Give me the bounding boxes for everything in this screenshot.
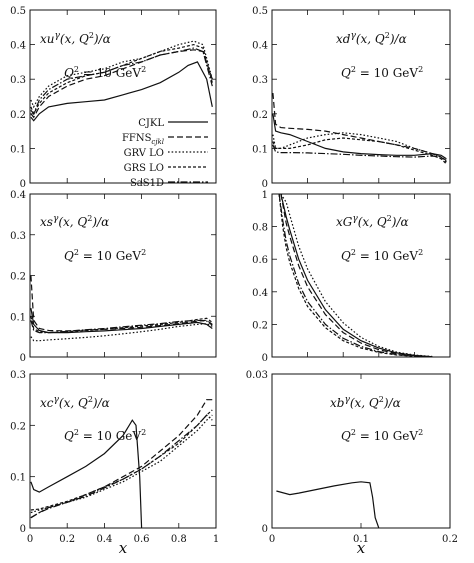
- x-tick-label: 0: [27, 534, 33, 545]
- series-line-cjkl: [30, 61, 213, 122]
- series-line-cjkl: [272, 113, 447, 160]
- y-tick-label: 0.2: [252, 320, 268, 331]
- y-tick-label: 0.2: [10, 110, 26, 121]
- series-line-grs-lo: [30, 316, 213, 334]
- legend-label: CJKL: [138, 118, 164, 129]
- y-tick-label: 0.3: [252, 75, 268, 86]
- legend-label: GRV LO: [124, 148, 164, 159]
- panel-4: 0 0.2 0.4 0.6 0.8 1 xGγ(x, Q2)/α Q2 = 10 GeV2: [252, 190, 451, 364]
- y-tick-label: 0.4: [10, 41, 26, 52]
- y-tick-label: 0.6: [252, 255, 268, 266]
- series-line-grv-lo: [30, 414, 213, 514]
- panel-label: xcγ(x, Q2)/α: [40, 395, 110, 410]
- series-line-cjkl: [30, 307, 213, 334]
- series-line-grs-lo: [30, 409, 213, 511]
- panel-1: 0 0.1 0.2 0.3 0.4 0.5 xuγ(x, Q2)/α Q2 = 10 GeV2: [10, 6, 217, 190]
- y-tick-label: 0: [262, 353, 268, 364]
- y-tick-label: 0.3: [10, 75, 26, 86]
- panel-label: xbγ(x, Q2)/α: [330, 395, 401, 410]
- legend-label: SaS1D: [130, 178, 164, 189]
- y-tick-label: 0.2: [10, 272, 26, 283]
- y-tick-label: 0.4: [252, 41, 268, 52]
- x-axis-label-left: x: [119, 539, 128, 557]
- panel-5: 0 0.2 0.4 0.6 0.8 1 0 0.1 0.2 0.3 xcγ(x, Q2)/α Q2 =…: [10, 370, 219, 545]
- panel-label: xuγ(x, Q2)/α: [40, 31, 111, 46]
- x-axis-label-right: x: [357, 539, 366, 557]
- series-line-cjkl: [30, 419, 143, 528]
- series-line-sas1d: [30, 47, 213, 115]
- legend-label: GRS LO: [124, 163, 164, 174]
- y-tick-label: 0.2: [252, 110, 268, 121]
- x-tick-label: 0.8: [171, 534, 187, 545]
- series-line-cjkl: [280, 194, 433, 357]
- y-tick-label: 0: [20, 524, 26, 535]
- y-tick-label: 0.2: [10, 421, 26, 432]
- panel-label: xsγ(x, Q2)/α: [40, 214, 109, 229]
- series-line-grv-lo: [280, 194, 433, 357]
- series-line-ffns: [30, 49, 213, 119]
- x-tick-label: 0.1: [353, 534, 369, 545]
- series-line-ffns: [30, 275, 213, 332]
- x-tick-label: 0.2: [59, 534, 75, 545]
- plot-frame: [29, 9, 217, 184]
- x-tick-label: 0.6: [134, 534, 150, 545]
- y-tick-label: 0.5: [252, 6, 268, 17]
- panel-3: 0 0.1 0.2 0.3 0.4 xsγ(x, Q2)/α Q2 = 10 GeV2: [10, 190, 217, 364]
- series-line-ffns: [280, 194, 433, 357]
- y-tick-label: 1: [262, 190, 268, 201]
- y-tick-label: 0.1: [252, 144, 268, 155]
- y-tick-label: 0.5: [10, 6, 26, 17]
- series-line-sas1d: [278, 194, 433, 357]
- y-tick-label: 0: [262, 524, 268, 535]
- y-tick-label: 0.03: [246, 370, 268, 381]
- series-line-ffns: [272, 92, 447, 163]
- panel-q2: Q2 = 10 GeV2: [64, 248, 146, 263]
- legend: CJKL FFNScjkl GRV LO GRS LO SaS1D: [122, 118, 208, 189]
- y-tick-label: 0: [20, 353, 26, 364]
- panel-label: xGγ(x, Q2)/α: [336, 214, 409, 229]
- series-line-grs-lo: [272, 137, 447, 165]
- legend-label: FFNScjkl: [122, 133, 164, 146]
- series-line-grs-lo: [278, 194, 433, 357]
- panel-q2: Q2 = 10 GeV2: [64, 65, 146, 80]
- series-line-grv-lo: [30, 322, 213, 342]
- y-tick-label: 0.4: [252, 288, 268, 299]
- y-tick-label: 0.3: [10, 231, 26, 242]
- x-tick-label: 0.4: [96, 534, 112, 545]
- series-line-cjkl: [276, 481, 380, 528]
- panel-label: xdγ(x, Q2)/α: [336, 31, 407, 46]
- plot-frame: [29, 373, 217, 529]
- x-tick-label: 0.2: [442, 534, 458, 545]
- x-tick-label: 0: [269, 534, 275, 545]
- plot-frame: [271, 9, 451, 184]
- series-line-grv-lo: [30, 40, 213, 109]
- series-line-grs-lo: [30, 43, 213, 116]
- series-line-sas1d: [30, 319, 213, 334]
- y-tick-label: 0.8: [252, 223, 268, 234]
- panel-6: 0 0.1 0.2 0 0.03 xbγ(x, Q2)/α Q2 = 10 GeV2: [246, 370, 458, 545]
- y-tick-label: 0: [262, 179, 268, 190]
- panel-q2: Q2 = 10 GeV2: [341, 248, 423, 263]
- y-tick-label: 0.3: [10, 370, 26, 381]
- series-line-ffns: [30, 399, 213, 519]
- panel-q2: Q2 = 10 GeV2: [341, 428, 423, 443]
- panel-q2: Q2 = 10 GeV2: [341, 65, 423, 80]
- y-tick-label: 0.4: [10, 190, 26, 201]
- series-line-sas1d: [272, 144, 447, 162]
- y-tick-label: 0.1: [10, 144, 26, 155]
- x-tick-label: 1: [213, 534, 219, 545]
- panel-q2: Q2 = 10 GeV2: [64, 428, 146, 443]
- plot-frame: [271, 193, 451, 358]
- panel-2: 0 0.1 0.2 0.3 0.4 0.5 xdγ(x, Q2)/α Q2 = 10 GeV2: [252, 6, 451, 190]
- y-tick-label: 0.1: [10, 473, 26, 484]
- y-tick-label: 0: [20, 179, 26, 190]
- y-tick-label: 0.1: [10, 312, 26, 323]
- series-line-sas1d: [30, 414, 213, 519]
